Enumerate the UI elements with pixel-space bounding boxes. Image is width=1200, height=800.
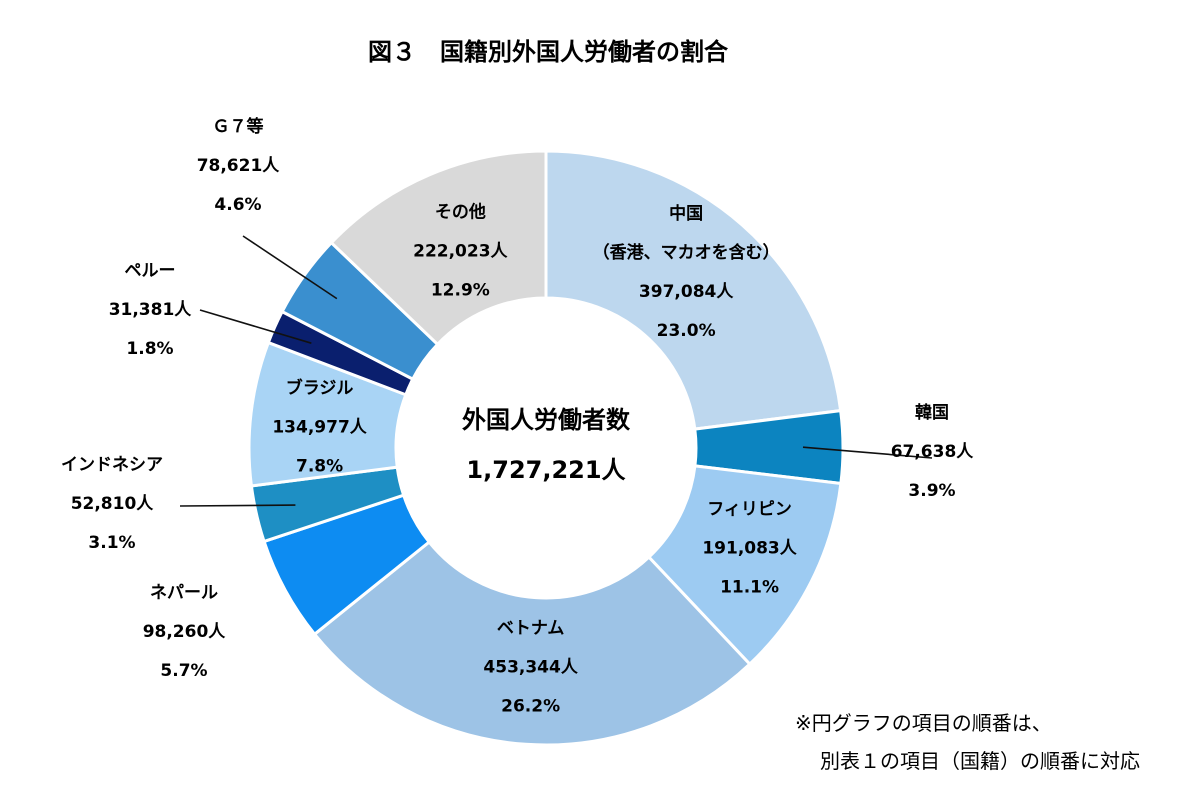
slice-4-label-name: ネパール [150, 583, 218, 603]
slice-1-label-name: 韓国 [915, 402, 949, 423]
slice-8-label-name: Ｇ７等 [213, 116, 264, 137]
slice-1-leader-line [802, 446, 933, 459]
slice-8-label-value-label: 78,621人 [197, 156, 281, 176]
slice-7-label-value-label: 31,381人 [109, 300, 193, 320]
donut-slices [247, 149, 845, 747]
slice-4-label-value-label: 98,260人 [143, 622, 227, 642]
slice-7-label-name: ペルー [125, 261, 176, 281]
slice-0-label-name2: （香港、マカオを含む） [593, 242, 780, 263]
slice-4-label-percent-label: 5.7% [160, 661, 207, 681]
slice-7-label-percent-label: 1.8% [126, 339, 173, 359]
chart-title: 図３ 国籍別外国人労働者の割合 [368, 38, 729, 66]
slice-3 [312, 539, 752, 747]
slice-0 [544, 149, 843, 431]
slice-8-leader-line [242, 235, 338, 300]
center-label: 外国人労働者数 [462, 406, 631, 434]
slice-9-label-name: その他 [435, 202, 486, 223]
footnote-line-1: ※円グラフの項目の順番は、 [795, 711, 1052, 735]
slice-0-label-value-label: 397,084人 [639, 282, 734, 302]
slice-5-label-name: インドネシア [61, 455, 163, 475]
slice-8-label-percent-label: 4.6% [214, 195, 261, 215]
footnote-line-2: 別表１の項目（国籍）の順番に対応 [820, 749, 1140, 773]
slice-5-label-percent-label: 3.1% [88, 533, 135, 553]
slice-5-leader-line [179, 504, 296, 507]
slice-6-label-value-label: 134,977人 [272, 417, 367, 437]
slice-0-label-percent-label: 23.0% [657, 321, 716, 341]
slice-5-label-value-label: 52,810人 [71, 494, 155, 514]
slice-7-leader-line [199, 309, 312, 344]
slice-9 [329, 149, 548, 347]
slice-3-label-percent-label: 26.2% [501, 696, 560, 716]
center-total: 1,727,221人 [466, 456, 625, 484]
slice-0-label-name: 中国 [669, 203, 703, 224]
leader-lines [179, 235, 933, 507]
slice-1-label-value-label: 67,638人 [891, 442, 975, 462]
slice-labels: 中国 （香港、マカオを含む） 397,084人 23.0% 韓国 67,638人 3.9% フ… [61, 116, 974, 716]
slice-2-label-value-label: 191,083人 [702, 539, 797, 559]
slice-2-label-percent-label: 11.1% [720, 578, 779, 598]
slice-9-label-value-label: 222,023人 [413, 242, 508, 262]
slice-1-label-percent-label: 3.9% [908, 481, 955, 501]
slice-2-label-name: フィリピン [707, 500, 792, 520]
slice-6-label-name: ブラジル [286, 377, 354, 398]
slice-9-label-percent-label: 12.9% [431, 281, 490, 301]
slice-6-label-percent-label: 7.8% [296, 456, 343, 476]
slice-3-label-name: ベトナム [497, 618, 565, 638]
slice-3-label-value-label: 453,344人 [483, 657, 578, 677]
